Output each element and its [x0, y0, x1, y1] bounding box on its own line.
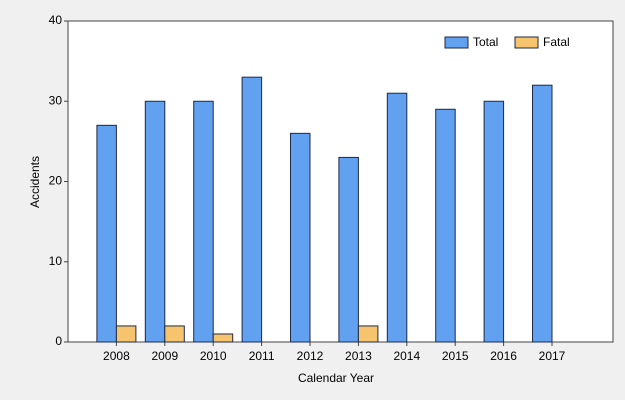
bar: [115, 325, 137, 343]
x-tick-label: 2009: [151, 349, 178, 363]
bar: [241, 76, 263, 343]
y-tick-label: 10: [49, 254, 63, 268]
bar: [164, 325, 185, 343]
y-tick-label: 40: [49, 13, 63, 27]
bar: [386, 92, 408, 343]
x-tick-label: 2014: [393, 349, 420, 363]
legend-label: Total: [473, 35, 498, 49]
bar: [290, 132, 311, 343]
x-axis-label: Calendar Year: [298, 371, 374, 385]
legend-swatch: [514, 36, 539, 49]
x-tick-label: 2013: [345, 349, 372, 363]
x-tick-label: 2011: [249, 349, 275, 363]
x-tick-label: 2017: [539, 349, 566, 363]
y-axis-label: Accidents: [28, 156, 42, 208]
x-tick-label: 2016: [490, 349, 517, 363]
legend-label: Fatal: [543, 35, 570, 49]
bar: [193, 100, 214, 343]
bar: [96, 124, 117, 343]
x-tick-label: 2008: [103, 349, 130, 363]
x-tick-label: 2010: [200, 349, 227, 363]
bar: [357, 325, 379, 343]
y-tick-label: 20: [49, 174, 63, 188]
bar: [483, 100, 505, 343]
bar: [212, 333, 234, 343]
bar: [435, 108, 456, 343]
bar: [338, 156, 359, 343]
bar: [144, 100, 166, 343]
x-tick-label: 2015: [442, 349, 469, 363]
bar: [532, 84, 553, 343]
x-tick-label: 2012: [297, 349, 324, 363]
y-tick-label: 0: [55, 334, 62, 348]
legend-swatch: [444, 36, 469, 49]
y-tick-label: 30: [49, 93, 63, 107]
